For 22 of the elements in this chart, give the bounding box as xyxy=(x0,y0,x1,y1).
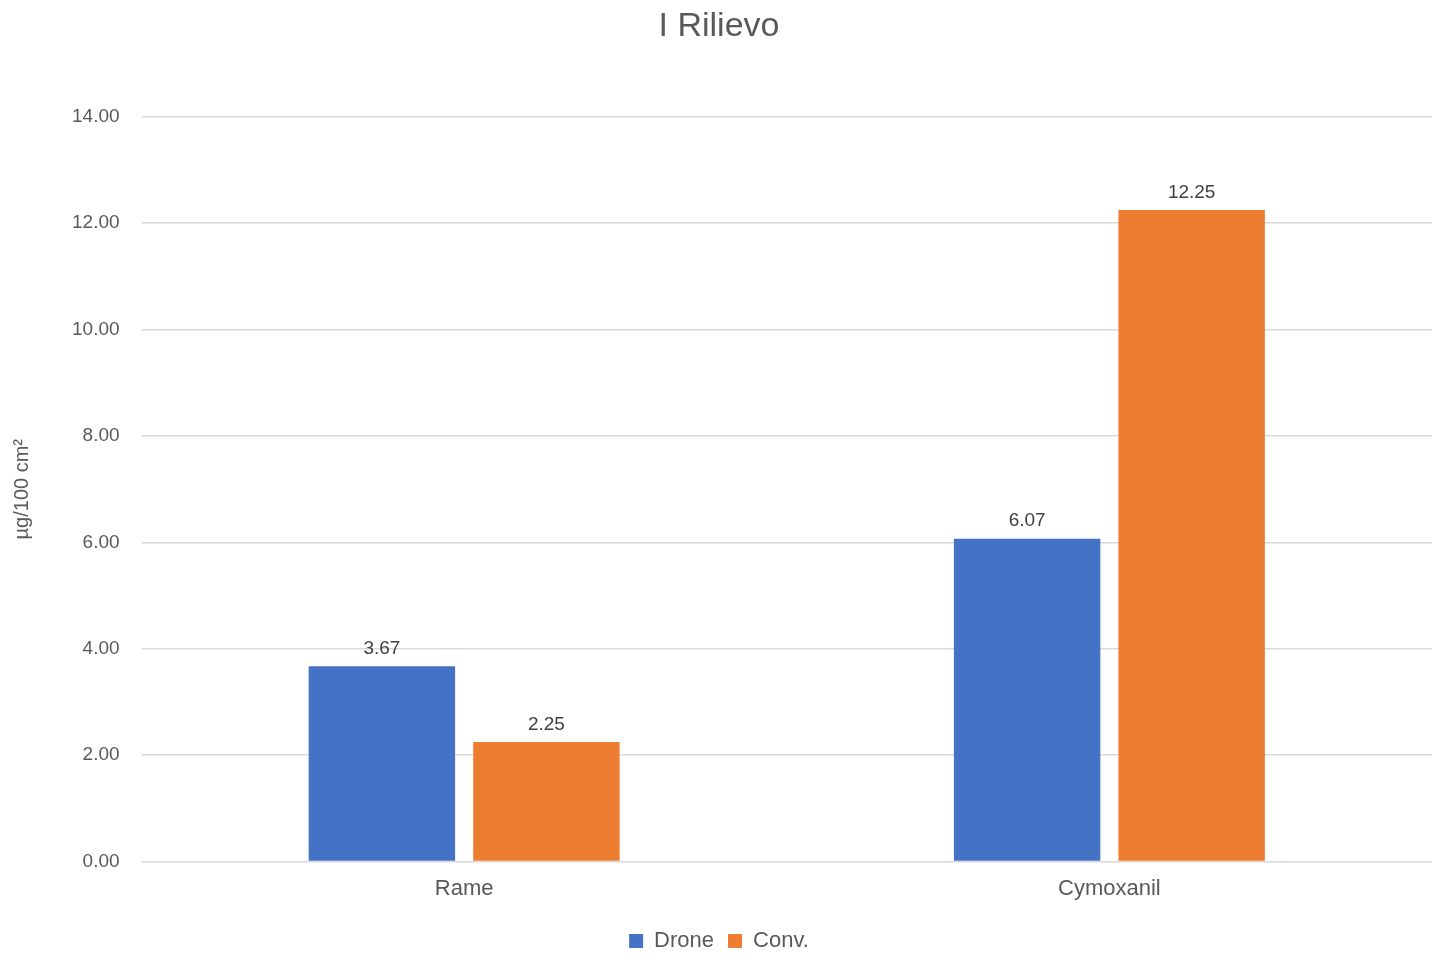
y-axis-title: µg/100 cm² xyxy=(9,438,32,540)
y-tick-label: 12.00 xyxy=(72,211,120,233)
bar xyxy=(1118,209,1265,861)
y-tick-label: 2.00 xyxy=(82,743,120,765)
data-label: 6.07 xyxy=(1008,509,1046,531)
y-tick-label: 0.00 xyxy=(82,849,120,871)
y-tick-label: 14.00 xyxy=(72,105,120,127)
y-tick-label: 8.00 xyxy=(82,424,120,446)
y-tick-label: 10.00 xyxy=(72,317,120,339)
chart-title: I Rilievo xyxy=(658,4,780,43)
x-tick-label: Rame xyxy=(434,874,494,900)
y-tick-label: 4.00 xyxy=(82,637,120,659)
bar xyxy=(953,538,1101,861)
legend-label: Conv. xyxy=(753,927,809,953)
y-tick-label: 6.00 xyxy=(82,530,120,552)
bar xyxy=(473,741,620,861)
legend-label: Drone xyxy=(654,927,715,953)
data-label: 12.25 xyxy=(1167,180,1216,202)
data-label: 3.67 xyxy=(363,637,401,659)
bar xyxy=(308,666,456,861)
data-label: 2.25 xyxy=(527,712,565,734)
x-tick-label: Cymoxanil xyxy=(1058,874,1161,900)
